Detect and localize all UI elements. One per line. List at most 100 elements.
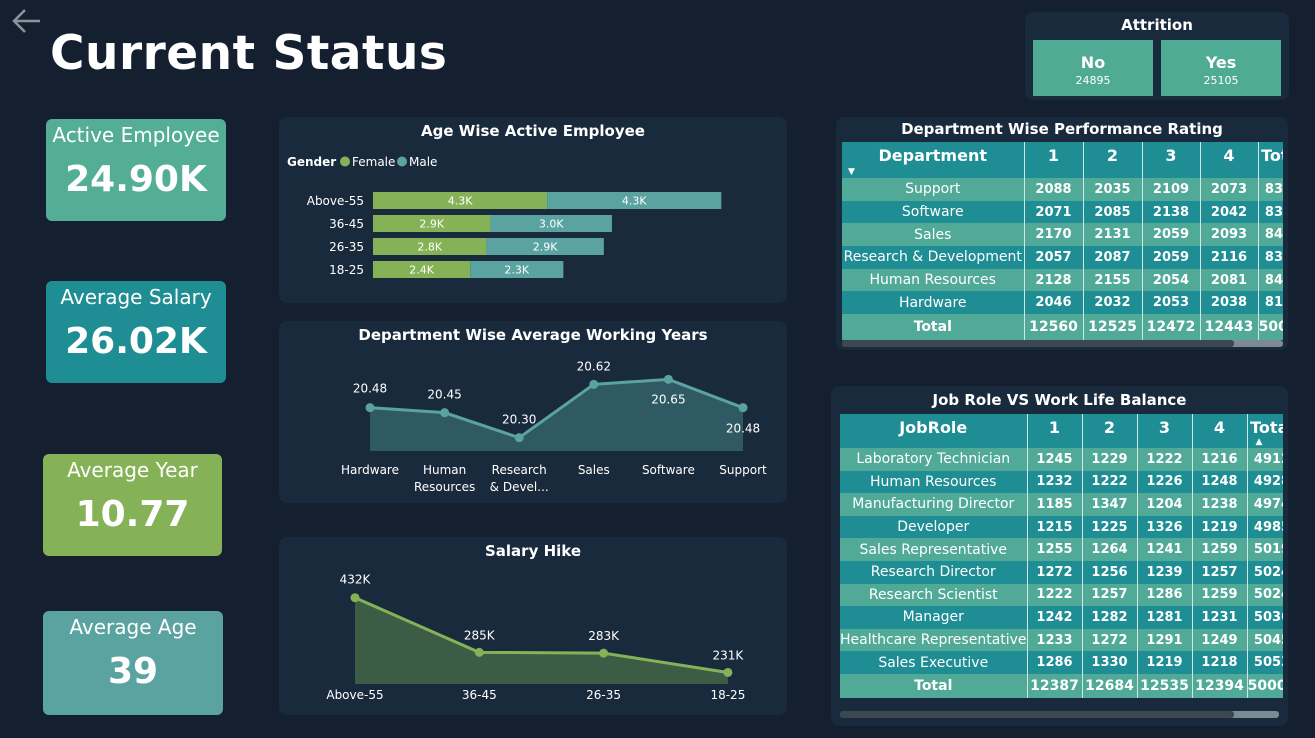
row-label: Human Resources <box>842 268 1025 292</box>
table-cell: 1326 <box>1137 515 1193 539</box>
table-cell: 2085 <box>1083 200 1143 224</box>
table-cell: 2170 <box>1024 223 1084 247</box>
data-point <box>474 647 484 657</box>
column-header[interactable]: 4 <box>1192 414 1248 448</box>
table-cell: 1249 <box>1192 628 1248 652</box>
table-cell: 1216 <box>1192 448 1248 471</box>
column-header[interactable]: 2 <box>1082 414 1138 448</box>
category-label: Software <box>642 463 695 477</box>
table-cell: 1259 <box>1192 583 1248 607</box>
table-cell: 1272 <box>1082 628 1138 652</box>
column-header[interactable]: Total <box>1258 142 1283 178</box>
area-fill <box>355 597 728 684</box>
dept-performance-table: Department▼1234TotalSupport2088203521092… <box>842 142 1283 341</box>
sort-descending-icon[interactable]: ▼ <box>848 167 855 177</box>
salary-hike-chart-title: Salary Hike <box>484 542 582 560</box>
series-line <box>354 596 729 674</box>
age-chart-panel: Age Wise Active Employee Gender Female M… <box>279 117 787 303</box>
column-header[interactable]: Department ▼ <box>842 142 1025 178</box>
total-cell: 12560 <box>1024 314 1084 341</box>
table-cell: 2071 <box>1024 200 1084 224</box>
dept-table-scrollbar-thumb[interactable] <box>842 340 1234 347</box>
kpi-average-salary: Average Salary 26.02K <box>46 281 226 383</box>
table-cell: 2087 <box>1083 246 1143 269</box>
table-cell: 5024 <box>1247 583 1283 607</box>
data-label: 20.30 <box>502 413 536 427</box>
table-cell: 2053 <box>1142 291 1201 315</box>
attrition-yes-button[interactable]: Yes 25105 <box>1161 40 1281 96</box>
age-bar-label: 2.9K <box>533 241 558 254</box>
table-cell: 1256 <box>1082 560 1138 584</box>
category-label: Resources <box>414 480 475 494</box>
data-label: 20.45 <box>427 388 461 402</box>
column-header[interactable]: 2 <box>1083 142 1143 178</box>
category-label: Hardware <box>341 463 399 477</box>
total-cell: 50000 <box>1247 673 1283 698</box>
table-cell: 1257 <box>1082 583 1138 607</box>
attrition-no-button[interactable]: No 24895 <box>1033 40 1153 96</box>
table-cell: 1264 <box>1082 538 1138 561</box>
attrition-yes-count: 25105 <box>1203 74 1239 87</box>
column-header[interactable]: 3 <box>1142 142 1201 178</box>
table-cell: 4974 <box>1247 493 1283 516</box>
table-cell: 2081 <box>1200 268 1259 292</box>
total-cell: 50000 <box>1258 314 1283 341</box>
age-bar-male <box>470 261 564 278</box>
age-bar-label: 2.8K <box>417 241 442 254</box>
table-row: Software20712085213820428336 <box>842 200 1283 224</box>
data-label: 283K <box>588 629 620 643</box>
column-header[interactable]: 4 <box>1200 142 1259 178</box>
table-cell: 2088 <box>1024 178 1084 201</box>
data-point <box>365 403 375 413</box>
back-arrow-icon[interactable] <box>10 4 44 38</box>
table-cell: 1231 <box>1192 606 1248 629</box>
data-point <box>589 379 599 389</box>
age-category-label: 26-35 <box>329 240 364 254</box>
work-years-chart-panel: Department Wise Average Working Years 20… <box>279 321 787 503</box>
column-header[interactable]: 1 <box>1027 414 1083 448</box>
table-cell: 1286 <box>1137 583 1193 607</box>
area-fill <box>370 379 743 451</box>
row-label: Sales <box>842 223 1025 247</box>
kpi-value: 10.77 <box>75 494 190 535</box>
salary-hike-area-chart: 432K Above-55 285K 36-45 283K 26-35 231K 18-25 <box>326 573 745 702</box>
table-cell: 2032 <box>1083 291 1143 315</box>
job-table-panel: Job Role VS Work Life Balance JobRole 1 2 3… <box>831 386 1288 726</box>
category-label: Support <box>719 463 767 477</box>
age-bar-label: 2.3K <box>504 264 529 277</box>
table-cell: 1218 <box>1192 651 1248 674</box>
attrition-title: Attrition <box>1121 16 1193 34</box>
sort-ascending-icon[interactable]: ▲ <box>1255 437 1263 447</box>
table-row: Sales21702131205920938453 <box>842 223 1283 247</box>
age-bar-male <box>547 192 722 209</box>
column-header[interactable]: Total▲ <box>1247 414 1283 448</box>
row-label: Developer <box>840 515 1028 539</box>
total-cell: 12472 <box>1142 314 1201 341</box>
category-label: Research <box>492 463 547 477</box>
table-cell: 2073 <box>1200 178 1259 201</box>
table-row: Research & Development 2057 2087 2059 2116 83… <box>842 246 1283 269</box>
column-header[interactable]: 1 <box>1024 142 1084 178</box>
table-cell: 1282 <box>1082 606 1138 629</box>
table-cell: 1233 <box>1027 628 1083 652</box>
table-cell: 1281 <box>1137 606 1193 629</box>
table-row: Human Resources12321222122612484928 <box>840 470 1283 494</box>
legend-female-marker <box>340 156 350 167</box>
row-label: Software <box>842 200 1025 224</box>
data-point <box>663 374 673 384</box>
legend-male-marker <box>397 156 407 167</box>
age-bar-label: 4.3K <box>622 195 647 208</box>
age-bar-female <box>373 215 491 232</box>
table-cell: 1239 <box>1137 560 1193 584</box>
column-header[interactable]: 3 <box>1137 414 1193 448</box>
table-total-row: Total1238712684125351239450000 <box>840 673 1283 698</box>
data-point <box>350 593 360 603</box>
column-header[interactable]: JobRole <box>840 414 1028 448</box>
age-bar-female <box>373 192 548 209</box>
age-bar-female <box>373 261 471 278</box>
table-cell: 1229 <box>1082 448 1138 471</box>
kpi-label: Average Salary <box>60 285 212 309</box>
data-label: 20.65 <box>651 392 685 406</box>
job-table-scrollbar-thumb[interactable] <box>840 711 1234 718</box>
table-cell: 1204 <box>1137 493 1193 516</box>
